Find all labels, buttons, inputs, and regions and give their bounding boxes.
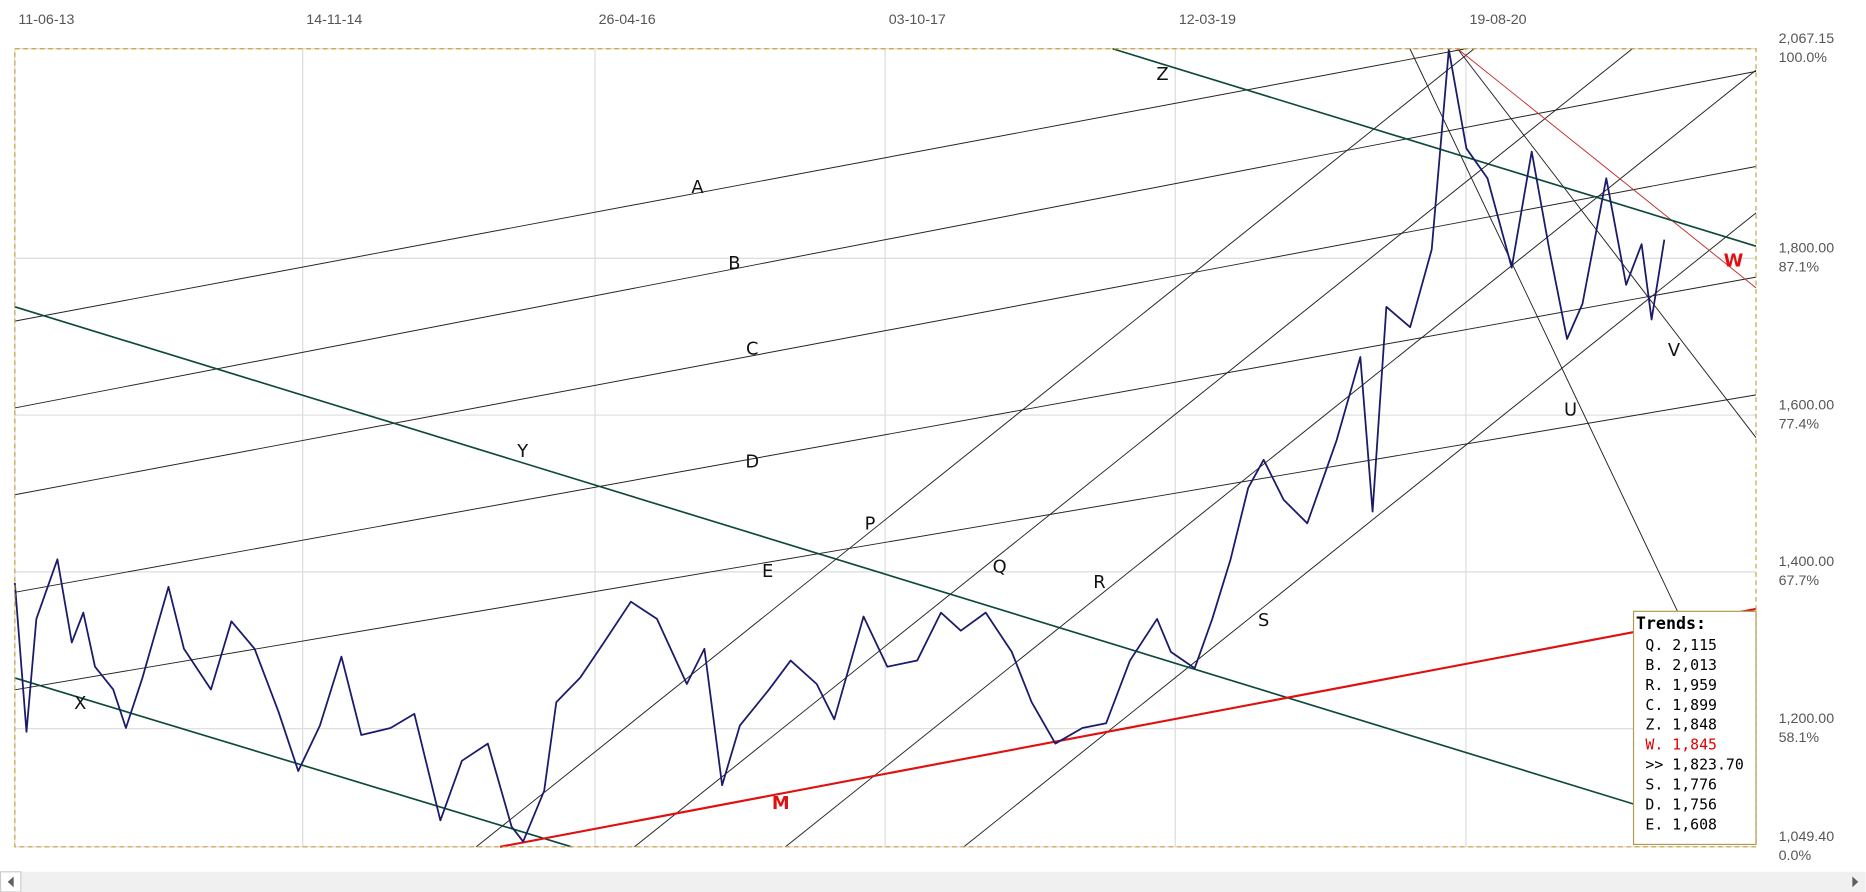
trend-label: X (74, 693, 86, 714)
y-percent-label: 58.1% (1779, 730, 1820, 746)
trend-line (1457, 48, 1757, 289)
trend-label: V (1668, 340, 1681, 361)
trend-label: E (762, 561, 773, 582)
x-tick-label: 11-06-13 (18, 12, 74, 28)
trends-title: Trends: (1636, 614, 1706, 633)
trend-label: Q (993, 556, 1007, 577)
trend-line (14, 677, 572, 848)
x-tick-label: 03-10-17 (889, 12, 946, 28)
y-tick-label: 1,800.00 (1779, 240, 1835, 256)
trends-row: W. 1,845 (1645, 736, 1717, 754)
trend-line (14, 276, 1757, 593)
plot-border (14, 48, 1757, 848)
trends-row: >> 1,823.70 (1645, 756, 1743, 774)
y-percent-label: 77.4% (1779, 416, 1820, 432)
trends-box-bg (1632, 610, 1757, 846)
trend-line (14, 306, 1634, 805)
trends-row: D. 1,756 (1645, 796, 1717, 814)
trend-line (475, 48, 1475, 848)
y-percent-label: 100.0% (1779, 50, 1828, 66)
x-tick-label: 12-03-19 (1179, 12, 1236, 28)
trend-label: C (746, 339, 758, 360)
trend-line (499, 607, 1757, 848)
trends-box: Trends: Q. 2,115 B. 2,013 R. 1,959 C. 1,899 Z… (1632, 610, 1757, 846)
trends-row: B. 2,013 (1645, 656, 1717, 674)
trend-label: M (772, 793, 790, 814)
y-percent-label: 0.0% (1779, 848, 1812, 864)
scroll-left-arrow (7, 876, 14, 888)
trend-line (634, 48, 1633, 848)
trend-line (1409, 48, 1678, 612)
trend-label: Z (1156, 64, 1168, 85)
scroll-right-arrow (1852, 876, 1859, 888)
trend-line (1112, 47, 1757, 247)
trend-line (14, 70, 1757, 409)
scrollbar (0, 871, 1866, 892)
trend-label: W (1724, 251, 1744, 272)
trend-label: B (728, 253, 740, 274)
trend-label: P (865, 513, 876, 534)
price-line (13, 48, 1666, 843)
trends-row: Z. 1,848 (1645, 716, 1717, 734)
x-tick-label: 19-08-20 (1469, 12, 1526, 28)
trend-line (785, 69, 1757, 848)
y-tick-label: 1,049.40 (1779, 829, 1835, 845)
y-tick-label: 1,400.00 (1779, 554, 1835, 570)
trend-line (14, 166, 1757, 496)
y-tick-label: 1,200.00 (1779, 711, 1835, 727)
x-tick-label: 14-11-14 (306, 12, 362, 28)
y-tick-label: 2,067.15 (1779, 31, 1835, 47)
trend-label: Y (516, 441, 528, 462)
trends-row: R. 1,959 (1645, 676, 1717, 694)
trends-row: E. 1,608 (1645, 816, 1717, 834)
y-tick-label: 1,600.00 (1779, 397, 1835, 413)
trends-row: S. 1,776 (1645, 776, 1717, 794)
trend-label: D (745, 452, 759, 473)
trend-label: R (1093, 572, 1105, 593)
trend-label: U (1564, 399, 1577, 420)
trend-line (14, 394, 1757, 691)
trends-row: Q. 2,115 (1645, 636, 1717, 654)
y-percent-label: 87.1% (1779, 260, 1820, 276)
trend-line (14, 48, 1466, 322)
trend-line (963, 212, 1757, 848)
trend-line (1457, 48, 1757, 438)
x-tick-label: 26-04-16 (599, 12, 656, 28)
trends-row: C. 1,899 (1645, 696, 1717, 714)
trend-label: A (691, 177, 704, 198)
y-percent-label: 67.7% (1779, 573, 1820, 589)
trend-label: S (1258, 610, 1269, 631)
